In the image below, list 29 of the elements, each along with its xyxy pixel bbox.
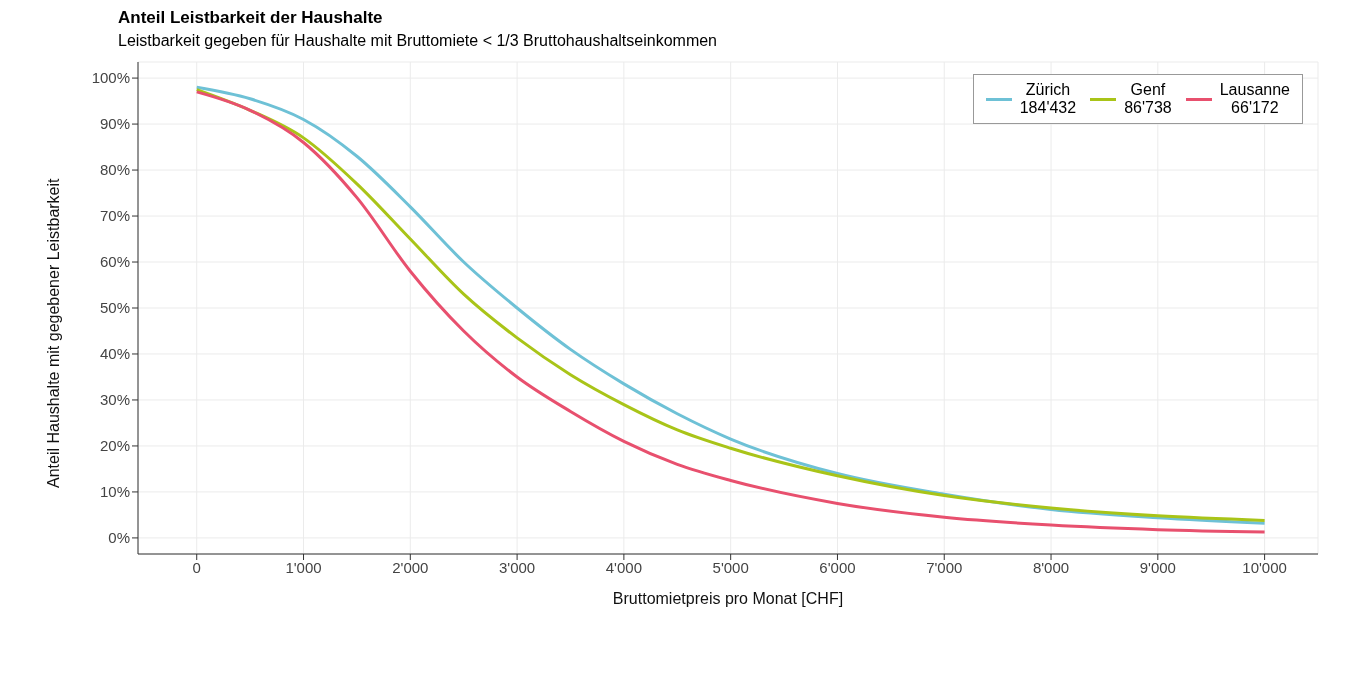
x-tick-label: 3'000 [498,558,536,576]
y-tick-label: 40% [99,345,130,363]
x-tick-label: 6'000 [819,558,856,576]
y-axis-title: Anteil Haushalte mit gegebener Leistbarkeit [44,177,62,488]
y-tick-label: 50% [99,299,130,317]
x-tick-label: 9'000 [1139,558,1176,576]
x-tick-label: 7'000 [926,558,963,576]
y-tick-label: 20% [99,437,130,455]
legend-label: Zürich 184'432 [1019,81,1077,117]
y-tick-label: 60% [99,253,130,271]
x-tick-label: 1'000 [285,558,322,576]
chart-title: Anteil Leistbarkeit der Haushalte [118,8,384,28]
y-tick-label: 10% [99,483,130,501]
x-tick-label: 4'000 [605,558,642,576]
x-tick-label: 0 [192,558,201,576]
chart-subtitle: Leistbarkeit gegeben für Haushalte mit Bruttomiete < 1/3 Bruttohaushaltseinkommen [118,32,718,50]
x-tick-label: 5'000 [712,558,749,576]
y-tick-label: 80% [99,161,130,179]
y-tick-label: 70% [99,207,130,225]
legend-label: Genf 86'738 [1124,81,1172,117]
x-tick-label: 8'000 [1032,558,1070,576]
x-tick-label: 2'000 [392,558,429,576]
y-tick-label: 100% [91,69,130,87]
legend-label: Lausanne 66'172 [1219,81,1290,117]
y-tick-label: 0% [108,529,130,547]
x-tick-label: 10'000 [1242,558,1287,576]
y-tick-label: 30% [99,391,130,409]
x-axis-title: Bruttomietpreis pro Monat [CHF] [612,590,844,607]
y-tick-label: 90% [99,115,130,133]
